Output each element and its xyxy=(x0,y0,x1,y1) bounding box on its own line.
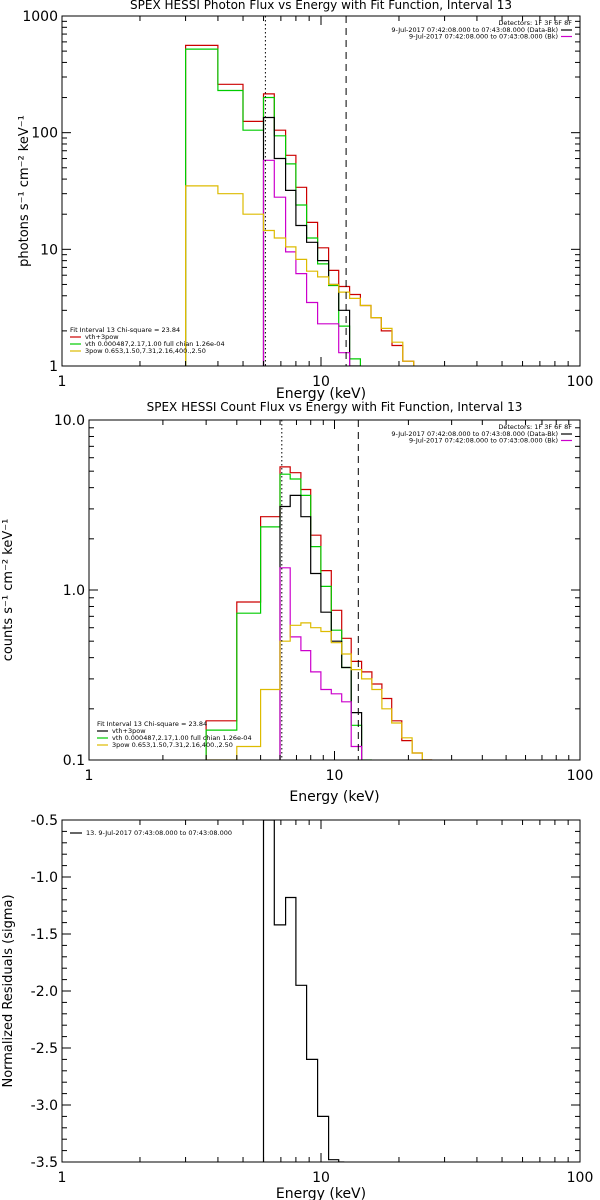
x-tick-label: 10 xyxy=(326,768,344,784)
y-tick-label: -2.5 xyxy=(31,1041,58,1057)
legend-header: Detectors: 1F 3F 6F 8F xyxy=(498,423,572,431)
fit-legend: Fit Interval 13 Chi-square = 23.84vth+3p… xyxy=(97,720,252,749)
y-tick-label: -1.5 xyxy=(31,927,58,943)
y-tick-label: 10.0 xyxy=(54,413,85,429)
fit-legend-entry-text: 3pow 0.653,1.50,7.31,2.16,400.,2.50 xyxy=(85,347,206,355)
y-axis-label: Normalized Residuals (sigma) xyxy=(1,894,16,1087)
x-tick-label: 1 xyxy=(58,374,67,390)
series-5-step-line xyxy=(206,622,433,760)
y-tick-label: 10 xyxy=(40,242,58,258)
y-tick-label: 100 xyxy=(31,126,58,142)
x-tick-label: 100 xyxy=(567,374,594,390)
x-tick-label: 1 xyxy=(58,1170,67,1186)
chart-title: SPEX HESSI Photon Flux vs Energy with Fi… xyxy=(130,0,512,12)
y-tick-label: -1.0 xyxy=(31,870,58,886)
series-3-step-line xyxy=(279,494,363,760)
fit-legend-header: Fit Interval 13 Chi-square = 23.84 xyxy=(70,326,180,334)
x-axis-label: Energy (keV) xyxy=(289,789,379,805)
series-4-step-line xyxy=(262,159,351,366)
residual-legend: 13. 9-Jul-2017 07:43:08.000 to 07:43:08.… xyxy=(70,829,232,837)
fit-legend: Fit Interval 13 Chi-square = 23.84vth+3p… xyxy=(70,326,225,355)
y-tick-label: 1.0 xyxy=(63,583,85,599)
series-5-step-line xyxy=(185,185,415,366)
y-tick-label: -3.0 xyxy=(31,1098,58,1114)
y-tick-label: 0.1 xyxy=(63,753,85,769)
series-1-step-line xyxy=(262,820,345,1162)
y-axis-label: photons s⁻¹ cm⁻² keV⁻¹ xyxy=(17,115,32,267)
x-axis-label: Energy (keV) xyxy=(276,1186,366,1200)
legend-entry-text: 9-Jul-2017 07:42:08.000 to 07:43:08.000 … xyxy=(409,33,558,41)
x-tick-label: 10 xyxy=(312,374,330,390)
y-tick-label: -0.5 xyxy=(31,813,58,829)
y-tick-label: -3.5 xyxy=(31,1155,58,1171)
legend-entry-text: 13. 9-Jul-2017 07:43:08.000 to 07:43:08.… xyxy=(86,829,232,837)
detector-legend: Detectors: 1F 3F 6F 8F9-Jul-2017 07:42:0… xyxy=(391,19,572,41)
chart-title: SPEX HESSI Count Flux vs Energy with Fit… xyxy=(147,400,523,414)
chart-panel-1: SPEX HESSI Photon Flux vs Energy with Fi… xyxy=(17,0,593,402)
y-tick-label: -2.0 xyxy=(31,984,58,1000)
fit-legend-entry-text: vth+3pow xyxy=(112,727,146,735)
plot-frame xyxy=(61,819,581,1163)
fit-legend-entry-text: vth+3pow xyxy=(85,333,119,341)
legend-header: Detectors: 1F 3F 6F 8F xyxy=(498,19,572,27)
series-2-step-line xyxy=(205,473,372,760)
plot-frame xyxy=(88,419,581,761)
series-1-step-line xyxy=(185,44,415,366)
x-tick-label: 1 xyxy=(85,768,94,784)
series-2-step-line xyxy=(185,48,361,366)
legend-entry-text: 9-Jul-2017 07:42:08.000 to 07:43:08.000 … xyxy=(391,430,558,438)
chart-panel-2: SPEX HESSI Count Flux vs Energy with Fit… xyxy=(1,400,593,805)
fit-legend-entry-text: 3pow 0.653,1.50,7.31,2.16,400.,2.50 xyxy=(112,741,233,749)
fit-legend-entry-text: vth 0.000487,2.17,1.00 full chian 1.26e-… xyxy=(112,734,252,742)
fit-legend-header: Fit Interval 13 Chi-square = 23.84 xyxy=(97,720,207,728)
x-axis-label: Energy (keV) xyxy=(276,386,366,402)
x-tick-label: 100 xyxy=(567,1170,594,1186)
plot-frame xyxy=(61,15,581,367)
chart-panel-3: 1 10 100 Energy (keV) -3.5 -3.0 -2.5 -2.0 -1.5 -1… xyxy=(1,813,593,1200)
y-tick-label: 1000 xyxy=(22,9,58,25)
x-tick-label: 100 xyxy=(567,768,594,784)
legend-entry-text: 9-Jul-2017 07:42:08.000 to 07:43:08.000 … xyxy=(409,437,558,445)
series-3-step-line xyxy=(262,116,361,366)
detector-legend: Detectors: 1F 3F 6F 8F9-Jul-2017 07:42:0… xyxy=(391,423,572,445)
y-tick-label: 1 xyxy=(49,359,58,375)
y-axis-label: counts s⁻¹ cm⁻² keV⁻¹ xyxy=(1,519,16,662)
legend-entry-text: 9-Jul-2017 07:42:08.000 to 07:43:08.000 … xyxy=(391,26,558,34)
fit-legend-entry-text: vth 0.000487,2.17,1.00 full chian 1.26e-… xyxy=(85,340,225,348)
x-tick-label: 10 xyxy=(312,1170,330,1186)
